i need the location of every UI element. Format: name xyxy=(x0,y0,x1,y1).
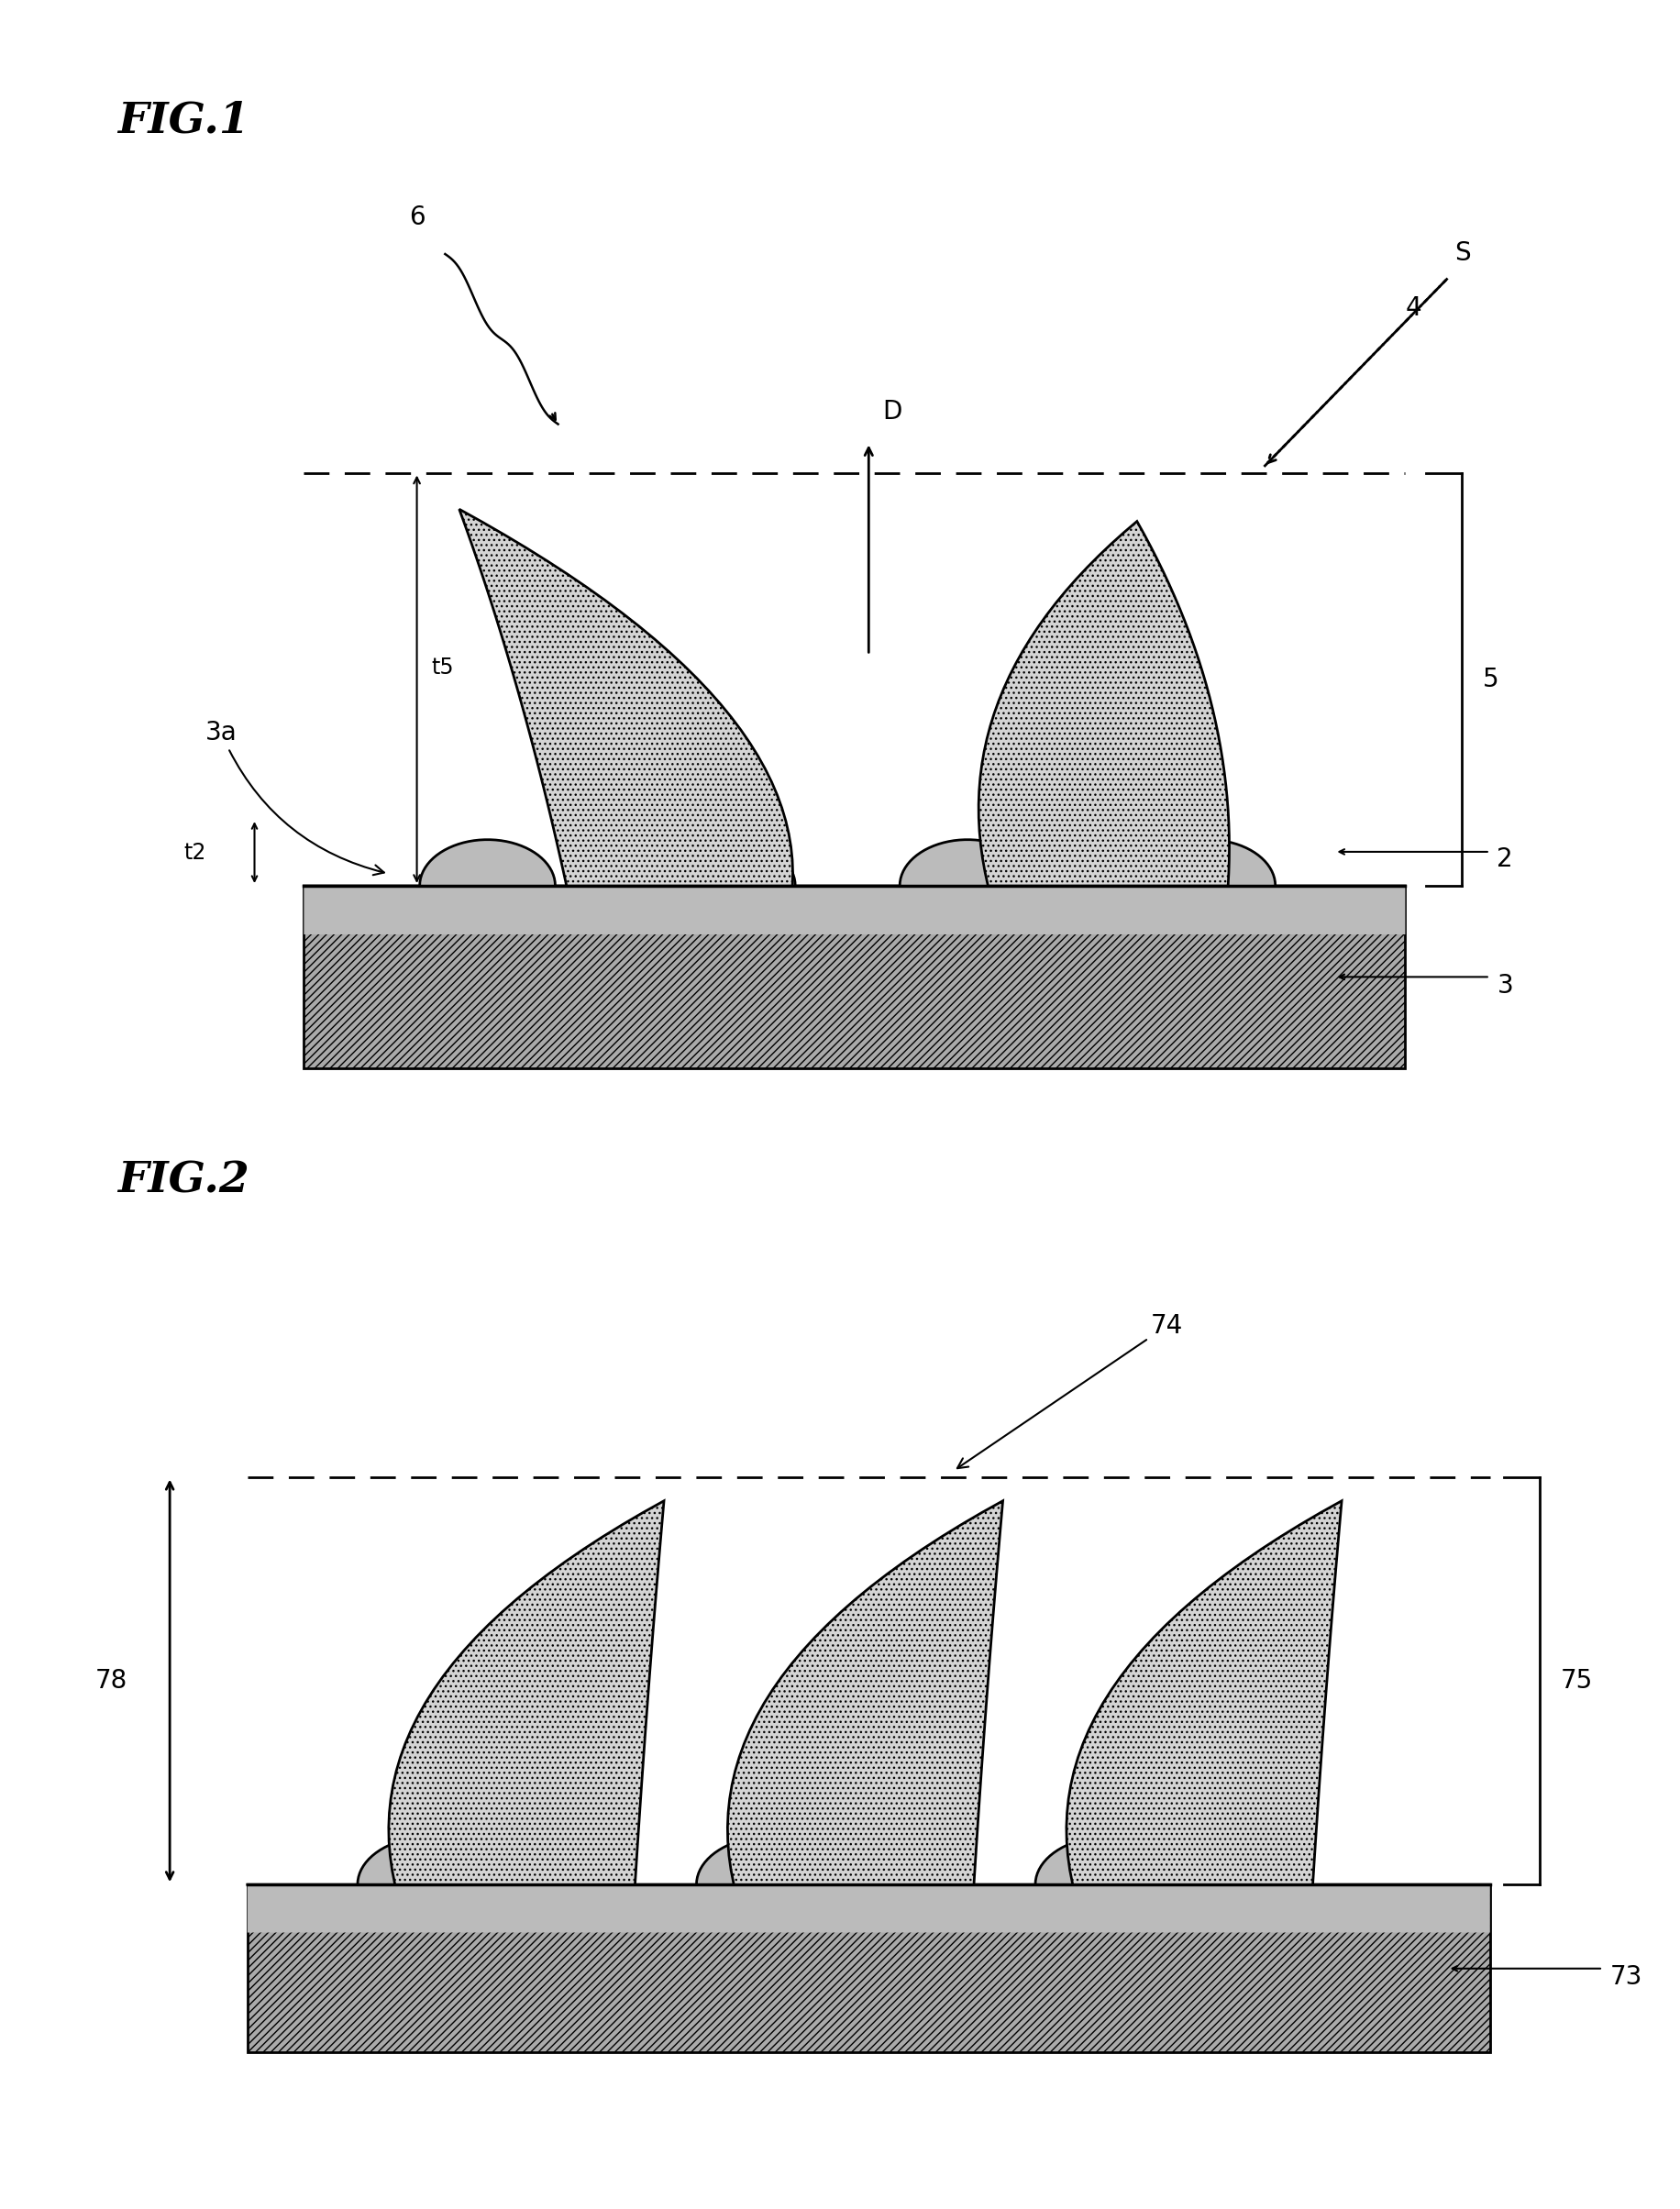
Text: t5: t5 xyxy=(430,656,454,678)
Text: 78: 78 xyxy=(96,1668,128,1694)
Bar xyxy=(247,1884,1488,2052)
Polygon shape xyxy=(459,510,793,886)
Text: 6: 6 xyxy=(408,203,425,230)
Text: 74: 74 xyxy=(958,1312,1183,1469)
Text: 4: 4 xyxy=(1404,296,1421,320)
Text: 3a: 3a xyxy=(205,720,383,875)
Text: 73: 73 xyxy=(1609,1964,1641,1990)
Text: 2: 2 xyxy=(1497,846,1512,873)
Text: 5: 5 xyxy=(1482,667,1499,691)
Text: 75: 75 xyxy=(1559,1668,1593,1694)
Polygon shape xyxy=(304,839,1404,934)
Polygon shape xyxy=(727,1500,1003,1884)
Polygon shape xyxy=(388,1500,664,1884)
Text: D: D xyxy=(882,398,902,424)
Text: FIG.2: FIG.2 xyxy=(118,1160,249,1202)
Polygon shape xyxy=(1065,1500,1341,1884)
Text: FIG.1: FIG.1 xyxy=(118,99,249,141)
Bar xyxy=(304,886,1404,1069)
Polygon shape xyxy=(247,1836,1488,1933)
Polygon shape xyxy=(978,521,1228,886)
Text: S: S xyxy=(1453,241,1470,267)
Text: 3: 3 xyxy=(1497,972,1512,998)
Text: t2: t2 xyxy=(183,842,207,864)
